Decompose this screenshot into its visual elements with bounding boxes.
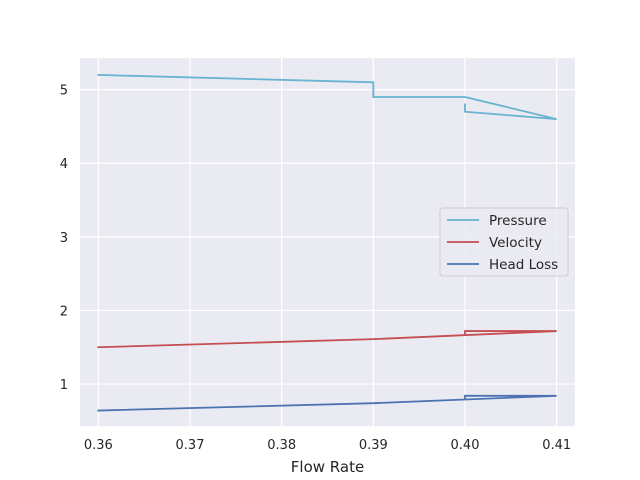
y-tick-labels: 1 2 3 4 5 (60, 84, 68, 393)
series-line-velocity (97, 330, 557, 349)
x-tick-label: 0.36 (84, 438, 113, 453)
y-tick-label: 4 (60, 157, 68, 172)
series-lines (97, 74, 557, 412)
grid (80, 58, 575, 426)
series-line-pressure (97, 74, 557, 120)
series-line-head-loss (97, 394, 557, 412)
x-tick-label: 0.41 (542, 438, 571, 453)
legend: Pressure Velocity Head Loss (439, 207, 569, 277)
x-tick-label: 0.39 (359, 438, 388, 453)
legend-label: Head Loss (489, 257, 558, 273)
legend-box (439, 207, 569, 277)
y-tick-label: 1 (60, 378, 68, 393)
legend-label: Velocity (489, 235, 542, 251)
x-axis-label: Flow Rate (291, 458, 364, 476)
x-tick-label: 0.37 (176, 438, 205, 453)
y-tick-label: 3 (60, 231, 68, 246)
x-tick-label: 0.40 (451, 438, 480, 453)
y-tick-label: 2 (60, 304, 68, 319)
x-tick-labels: 0.36 0.37 0.38 0.39 0.40 0.41 (84, 438, 571, 453)
legend-label: Pressure (489, 213, 547, 229)
x-tick-label: 0.38 (267, 438, 296, 453)
y-tick-label: 5 (60, 84, 68, 99)
